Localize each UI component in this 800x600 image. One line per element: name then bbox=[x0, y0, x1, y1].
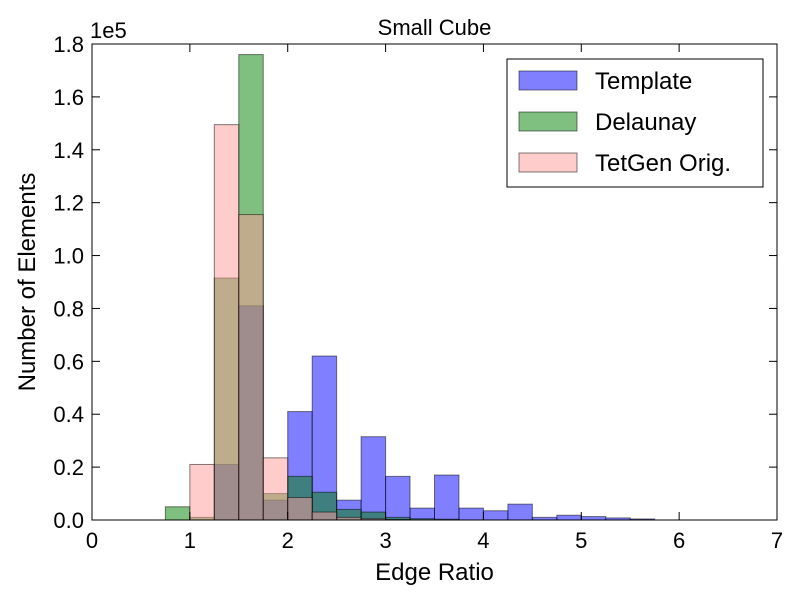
y-tick-label: 0.2 bbox=[53, 455, 84, 480]
bar-tetgen-orig-5 bbox=[311, 511, 338, 521]
x-tick-label: 3 bbox=[379, 528, 391, 553]
bar-tetgen-orig-4 bbox=[287, 497, 313, 521]
bar-tetgen-orig-2 bbox=[238, 214, 264, 521]
plot-frame bbox=[91, 43, 778, 521]
y-tick-label: 1.4 bbox=[53, 138, 84, 163]
legend-swatch bbox=[518, 152, 578, 173]
y-tick-label: 1.6 bbox=[53, 85, 84, 110]
bar-delaunay-0 bbox=[164, 506, 191, 521]
x-tick-label: 6 bbox=[673, 528, 685, 553]
legend-swatch bbox=[518, 111, 578, 132]
y-tick-label: 0.6 bbox=[53, 349, 84, 374]
bar-template-14 bbox=[556, 514, 582, 521]
bar-tetgen-orig-3 bbox=[262, 457, 289, 521]
legend: Template Delaunay TetGen Orig. bbox=[506, 58, 764, 188]
x-tick-label: 2 bbox=[282, 528, 294, 553]
legend-entry: Template bbox=[595, 68, 692, 95]
y-tick-label: 1.8 bbox=[53, 32, 84, 57]
bar-template-7 bbox=[385, 475, 411, 521]
legend-swatch bbox=[518, 70, 578, 91]
bar-tetgen-orig-1 bbox=[213, 124, 240, 521]
bar-tetgen-orig-0 bbox=[189, 463, 215, 521]
legend-entry: Delaunay bbox=[595, 109, 696, 136]
y-axis-multiplier: 1e5 bbox=[90, 18, 127, 43]
y-tick-label: 1.2 bbox=[53, 191, 84, 216]
x-tick-label: 7 bbox=[771, 528, 783, 553]
bar-template-6 bbox=[360, 436, 387, 521]
bar-template-11 bbox=[482, 510, 509, 521]
x-tick-label: 5 bbox=[575, 528, 587, 553]
axis-ticks: 0 1 2 3 4 5 6 7 0.0 0.2 0.4 0.6 0.8 1.0 1.2 1.4 1.6 1.8 bbox=[53, 32, 783, 553]
y-tick-label: 0.4 bbox=[53, 402, 84, 427]
legend-entry: TetGen Orig. bbox=[595, 150, 731, 177]
y-tick-label: 0.8 bbox=[53, 296, 84, 321]
x-tick-label: 0 bbox=[86, 528, 98, 553]
y-tick-label: 1.0 bbox=[53, 244, 84, 269]
bar-template-10 bbox=[458, 507, 484, 521]
bar-template-9 bbox=[434, 474, 460, 521]
chart-title: Small Cube bbox=[378, 15, 492, 40]
bar-template-15 bbox=[580, 516, 607, 521]
x-tick-label: 4 bbox=[477, 528, 489, 553]
x-tick-label: 1 bbox=[184, 528, 196, 553]
y-tick-label: 0.0 bbox=[53, 508, 84, 533]
x-axis-label: Edge Ratio bbox=[375, 559, 494, 586]
histogram-bars bbox=[164, 54, 656, 521]
y-axis-label: Number of Elements bbox=[14, 173, 41, 392]
bar-template-12 bbox=[507, 503, 533, 521]
